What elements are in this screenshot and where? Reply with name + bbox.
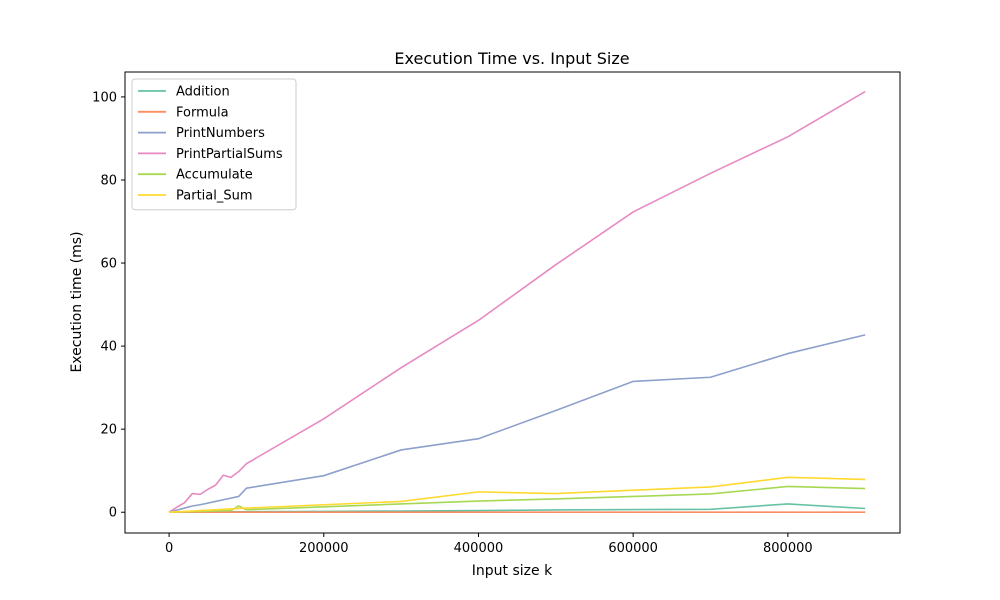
- y-tick-label: 80: [100, 173, 117, 188]
- x-tick-label: 800000: [763, 541, 813, 556]
- y-tick-label: 40: [100, 340, 117, 355]
- legend: Addition Formula PrintNumbers PrintPartialS…: [131, 78, 297, 211]
- y-tick-label: 100: [92, 90, 117, 105]
- x-tick-label: 200000: [299, 541, 349, 556]
- y-tick-label: 60: [100, 257, 117, 272]
- axes-frame: [124, 71, 901, 534]
- legend-label: Formula: [176, 105, 229, 120]
- legend-box: [131, 78, 297, 211]
- series-line-printnumbers: [168, 334, 866, 514]
- legend-label: Partial_Sum: [176, 189, 253, 204]
- series-line-accumulate: [169, 485, 866, 514]
- y-tick-label: 20: [100, 423, 117, 438]
- x-tick-label: 0: [165, 541, 173, 556]
- x-axis-label: Input size k: [472, 563, 553, 579]
- x-tick-label: 600000: [608, 541, 658, 556]
- legend-label: PrintPartialSums: [176, 147, 283, 162]
- y-tick-label: 0: [109, 506, 117, 521]
- legend-label: Accumulate: [176, 168, 253, 183]
- y-axis-label: Execution time (ms): [69, 231, 85, 372]
- x-axis-ticks: 0 200000 400000 600000 800000: [165, 533, 813, 556]
- x-tick-label: 400000: [454, 541, 504, 556]
- legend-label: Addition: [176, 85, 230, 100]
- chart-title: Execution Time vs. Input Size: [394, 49, 629, 68]
- legend-label: PrintNumbers: [176, 126, 265, 141]
- y-axis-ticks: 0 20 40 60 80 100: [92, 90, 125, 521]
- series-line-printpartialsums: [168, 90, 866, 513]
- series-line-partial-sum: [169, 476, 866, 514]
- plot-area: [124, 71, 901, 534]
